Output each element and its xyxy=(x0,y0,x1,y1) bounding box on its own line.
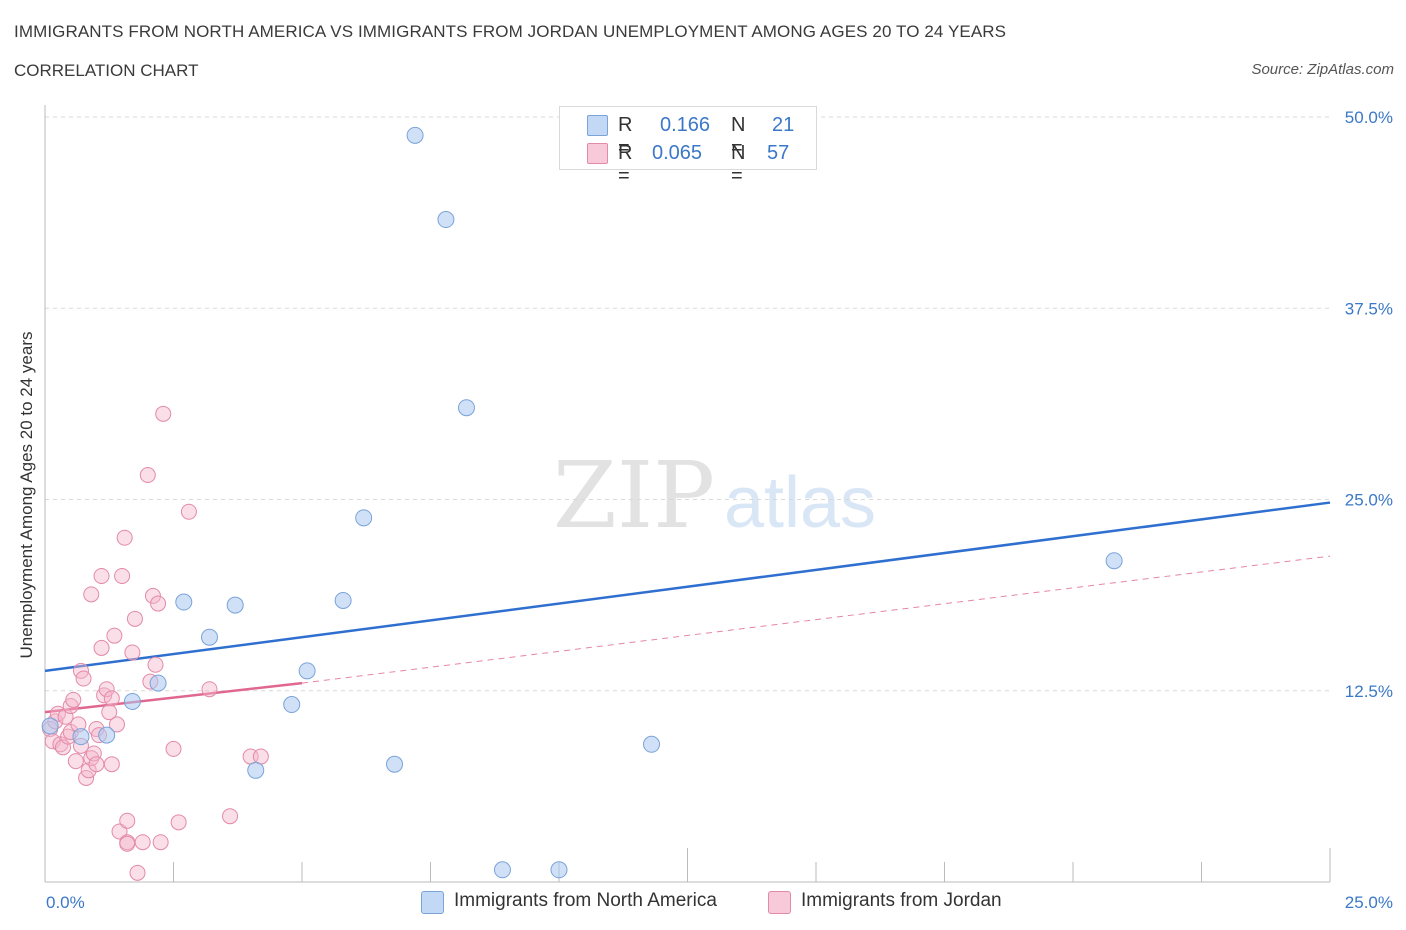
point-jordan xyxy=(106,627,123,644)
point-jordan xyxy=(129,864,146,881)
point-jordan xyxy=(93,568,110,584)
y-tick-label: 25.0% xyxy=(1345,491,1393,510)
point-north-america xyxy=(406,126,424,144)
point-north-america xyxy=(283,696,301,714)
point-north-america xyxy=(643,735,661,753)
point-north-america xyxy=(149,674,167,692)
point-jordan xyxy=(222,808,239,825)
y-tick-label: 37.5% xyxy=(1345,299,1393,318)
x-tick-label: 0.0% xyxy=(46,893,85,912)
legend-item-jordan: Immigrants from Jordan xyxy=(768,889,1048,915)
point-jordan xyxy=(165,740,182,757)
point-jordan xyxy=(139,467,156,484)
point-jordan xyxy=(201,681,218,698)
point-jordan xyxy=(93,639,110,656)
r-label: R = xyxy=(618,142,633,187)
point-jordan xyxy=(155,405,172,422)
point-jordan xyxy=(103,756,120,773)
point-north-america xyxy=(247,761,265,779)
stats-swatch-pink xyxy=(587,143,608,164)
point-north-america xyxy=(550,861,568,879)
point-jordan xyxy=(101,704,118,721)
point-jordan xyxy=(88,756,105,773)
point-north-america xyxy=(123,692,141,710)
point-jordan xyxy=(150,595,167,612)
r-value: 0.166 xyxy=(660,114,711,136)
n-label: N = xyxy=(731,114,746,159)
chart-subtitle: CORRELATION CHART xyxy=(14,61,199,80)
point-jordan xyxy=(124,644,141,661)
point-jordan xyxy=(116,529,133,546)
point-jordan xyxy=(152,834,169,851)
watermark-atlas: atlas xyxy=(724,463,876,543)
point-north-america xyxy=(226,596,244,614)
trend-line-north-america xyxy=(44,501,1331,673)
legend-swatch-pink xyxy=(768,891,791,914)
n-value: 57 xyxy=(767,142,790,164)
point-jordan xyxy=(134,834,151,851)
point-north-america xyxy=(386,755,404,773)
point-jordan xyxy=(126,610,143,627)
watermark: ZIP atlas xyxy=(553,442,876,549)
tick-labels: 12.5% 25.0% 37.5% 50.0% 0.0% 25.0% xyxy=(46,108,1393,912)
chart-title: IMMIGRANTS FROM NORTH AMERICA VS IMMIGRA… xyxy=(14,22,1007,41)
r-value: 0.065 xyxy=(652,142,703,164)
point-north-america xyxy=(334,591,352,609)
point-jordan xyxy=(252,748,269,765)
point-north-america xyxy=(493,861,511,879)
point-jordan xyxy=(98,681,115,698)
data-points xyxy=(41,126,1123,881)
point-north-america xyxy=(72,728,90,746)
point-jordan xyxy=(119,812,136,829)
y-tick-label: 12.5% xyxy=(1345,682,1393,701)
point-jordan xyxy=(147,656,164,673)
trend-lines xyxy=(44,501,1331,714)
y-tick-label: 50.0% xyxy=(1345,108,1393,127)
point-north-america xyxy=(200,628,218,646)
x-tick-label: 25.0% xyxy=(1345,893,1393,912)
stats-legend: R = 0.166 N = 21 R = 0.065 N = 57 xyxy=(559,106,817,187)
point-north-america xyxy=(175,593,193,611)
n-value: 21 xyxy=(772,114,795,136)
source-credit: Source: ZipAtlas.com xyxy=(1251,61,1394,78)
watermark-zip: ZIP xyxy=(553,442,715,549)
point-north-america xyxy=(437,211,455,229)
stats-swatch-blue xyxy=(587,115,608,136)
point-jordan xyxy=(108,716,125,733)
point-north-america xyxy=(1105,552,1123,570)
legend-item-north-america: Immigrants from North America xyxy=(421,889,751,915)
point-jordan xyxy=(119,835,136,852)
point-jordan xyxy=(114,568,131,584)
point-north-america xyxy=(457,399,475,417)
point-north-america xyxy=(98,726,116,744)
y-axis-label: Unemployment Among Ages 20 to 24 years xyxy=(17,331,36,659)
n-label: N = xyxy=(731,142,746,187)
point-north-america xyxy=(298,662,316,680)
point-jordan xyxy=(180,503,197,520)
point-jordan xyxy=(111,823,128,840)
point-jordan xyxy=(144,587,161,604)
point-north-america xyxy=(355,509,373,527)
point-north-america xyxy=(41,717,59,735)
r-label: R = xyxy=(618,114,633,159)
legend-label: Immigrants from Jordan xyxy=(801,890,1002,911)
point-jordan xyxy=(67,753,84,770)
trend-line-jordan-extended xyxy=(301,555,1331,684)
point-jordan xyxy=(170,814,187,831)
trend-line-jordan xyxy=(44,681,303,714)
point-jordan xyxy=(103,690,120,707)
legend-swatch-blue xyxy=(421,891,444,914)
point-jordan xyxy=(75,670,92,687)
legend-label: Immigrants from North America xyxy=(454,890,717,911)
point-jordan xyxy=(83,586,100,603)
axes xyxy=(44,105,1331,883)
point-jordan xyxy=(65,691,82,708)
